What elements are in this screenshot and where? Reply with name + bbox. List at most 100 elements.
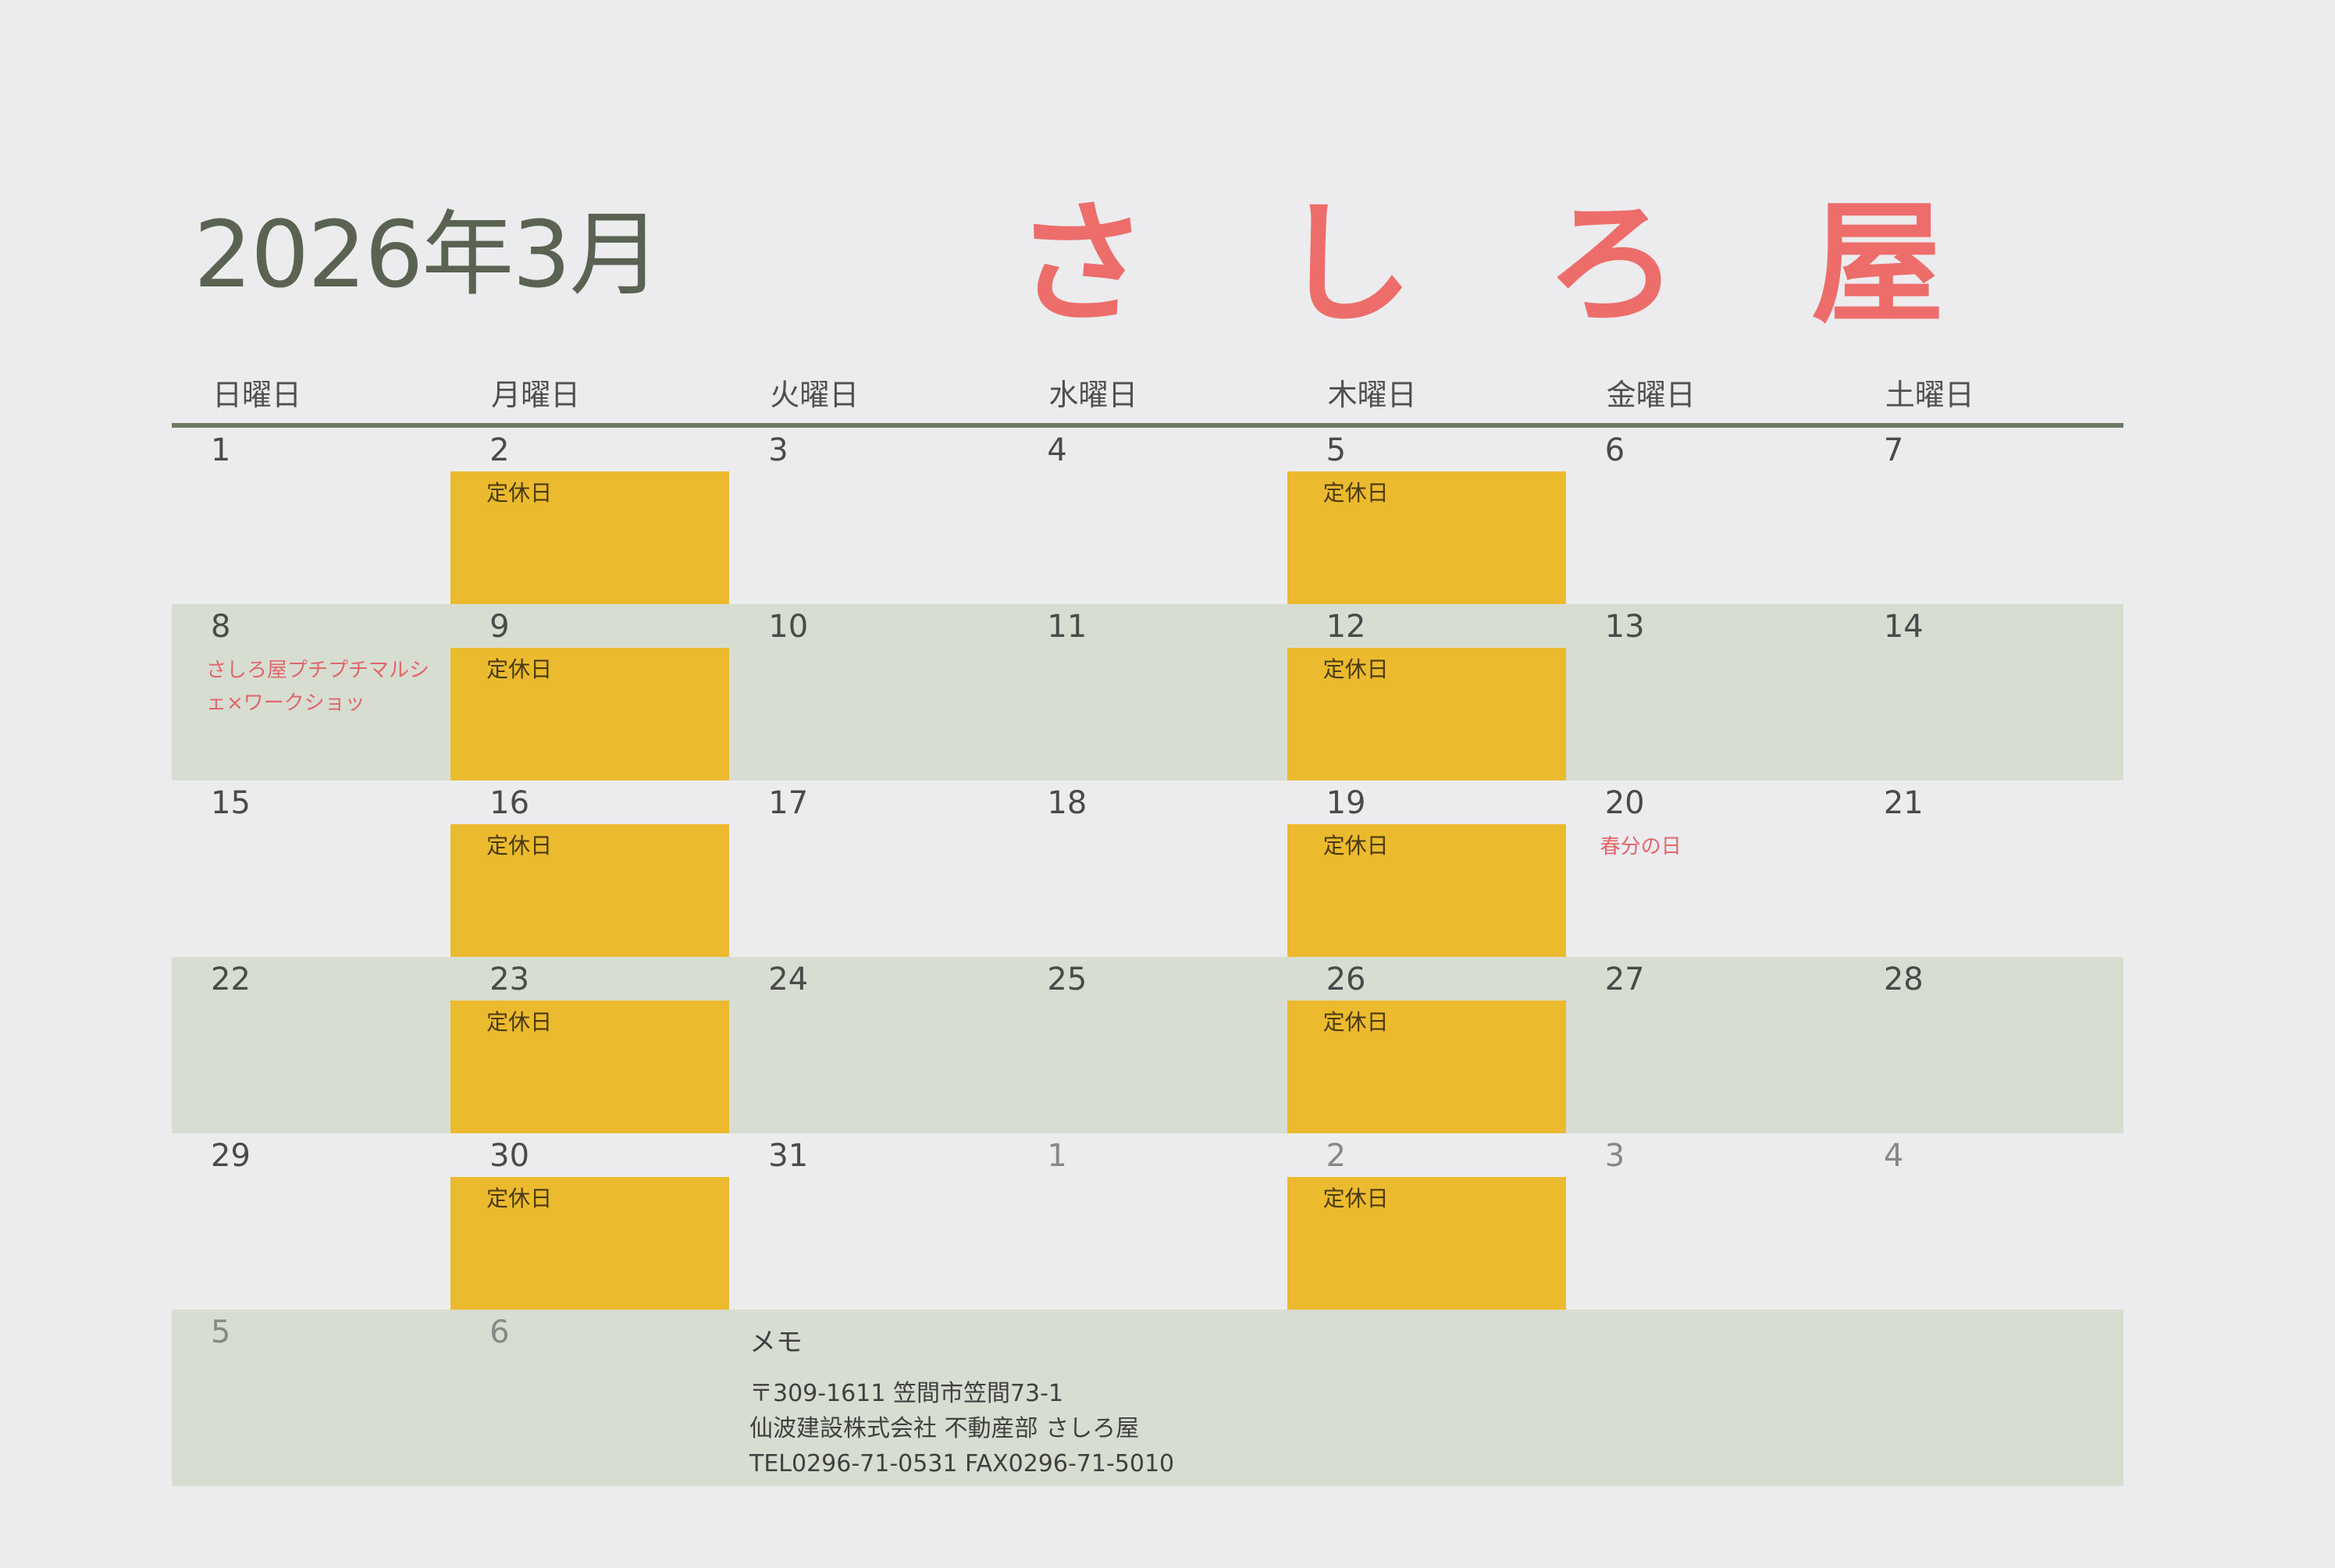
day-number: 6 [1604,432,1625,468]
day-number: 2 [489,432,510,468]
memo-line: 仙波建設株式会社 不動産部 さしろ屋 [749,1415,1140,1442]
day-cell: 1 [1008,1133,1287,1310]
day-number: 1 [1047,1138,1067,1174]
closed-day-block: 定休日 [1287,1177,1566,1310]
day-cell: 18 [1008,780,1287,957]
closed-label: 定休日 [486,1186,553,1211]
day-number: 6 [489,1314,510,1350]
day-cell: 10 [729,604,1008,780]
weekday-wed: 水曜日 [1048,378,1138,412]
day-cell: 定休日 19 [1287,780,1566,957]
day-number: 2 [1326,1138,1347,1174]
shop-logo: さ し ろ 屋 [1015,156,1944,348]
day-number: 24 [768,962,809,997]
day-cell [1566,1310,1845,1486]
day-number: 1 [211,432,231,468]
logo-char: し [1280,187,1414,342]
day-cell: 28 [1845,957,2123,1133]
day-number: 14 [1883,609,1924,645]
day-cell: 定休日 5 [1287,428,1566,604]
closed-label: 定休日 [486,833,553,859]
memo-line: 〒309-1611 笠間市笠間73-1 [749,1380,1064,1407]
closed-label: 定休日 [1322,480,1389,506]
day-number: 17 [768,785,809,821]
day-cell [1287,1310,1566,1486]
calendar-grid: 日曜日 月曜日 火曜日 水曜日 木曜日 金曜日 土曜日 1 定休日 2 3 4 定休日 5 6… [172,367,2123,1486]
day-number: 15 [211,785,251,821]
closed-day-block: 定休日 [450,648,730,780]
day-number: 27 [1604,962,1645,997]
day-cell: 3 [729,428,1008,604]
day-number: 28 [1883,962,1924,997]
day-number: 31 [768,1138,809,1174]
day-cell: 24 [729,957,1008,1133]
day-cell: 4 [1008,428,1287,604]
day-number: 13 [1604,609,1645,645]
day-number: 26 [1326,962,1366,997]
day-number: 9 [489,609,510,645]
day-cell: 6 [450,1310,729,1486]
event-label: 春分の日 [1600,835,1682,859]
logo-char: ろ [1546,187,1679,342]
day-cell: 22 [172,957,450,1133]
day-number: 10 [768,609,809,645]
day-cell: 13 [1566,604,1845,780]
logo-char: さ [1015,187,1148,342]
day-number: 3 [768,432,788,468]
closed-label: 定休日 [486,1009,553,1035]
day-number: 3 [1604,1138,1625,1174]
day-number: 19 [1326,785,1366,821]
closed-day-block: 定休日 [1287,1001,1566,1133]
closed-day-block: 定休日 [450,1177,730,1310]
day-cell: 20 春分の日 [1566,780,1845,957]
day-cell: 4 [1845,1133,2123,1310]
day-cell [1845,1310,2123,1486]
day-cell: 15 [172,780,450,957]
day-cell: 定休日 23 [450,957,730,1133]
memo-line: TEL0296-71-0531 FAX0296-71-5010 [749,1450,1175,1477]
day-cell: 21 [1845,780,2123,957]
week-row: 15 定休日 16 17 18 定休日 19 20 春分の日 21 [172,780,2123,957]
weekday-tue: 火曜日 [770,378,860,412]
day-number: 20 [1604,785,1645,821]
week-row: 29 定休日 30 31 1 定休日 2 3 4 [172,1133,2123,1310]
weekday-thu: 木曜日 [1327,378,1417,412]
day-cell: 25 [1008,957,1287,1133]
day-number: 16 [489,785,530,821]
week-row: 5 6 メモ 〒309-1611 笠間市笠間73-1 仙波建設株式会社 不動産部 さしろ… [172,1310,2123,1486]
weekday-header: 日曜日 月曜日 火曜日 水曜日 木曜日 金曜日 土曜日 [172,367,2123,428]
day-cell: 3 [1566,1133,1845,1310]
day-number: 21 [1883,785,1924,821]
weekday-sat: 土曜日 [1885,378,1974,412]
day-number: 5 [1326,432,1347,468]
day-number: 11 [1047,609,1087,645]
closed-day-block: 定休日 [1287,648,1566,780]
logo-char: 屋 [1811,187,1945,342]
day-number: 22 [211,962,251,997]
day-cell: 定休日 16 [450,780,730,957]
day-cell: 29 [172,1133,450,1310]
day-cell: 27 [1566,957,1845,1133]
day-number: 4 [1047,432,1067,468]
day-number: 29 [211,1138,251,1174]
day-number: 7 [1883,432,1904,468]
day-cell: 定休日 26 [1287,957,1566,1133]
closed-label: 定休日 [1322,656,1389,682]
week-row: 22 定休日 23 24 25 定休日 26 27 28 [172,957,2123,1133]
closed-day-block: 定休日 [1287,471,1566,604]
day-cell: 定休日 2 [1287,1133,1566,1310]
day-cell: 定休日 30 [450,1133,730,1310]
closed-day-block: 定休日 [450,1001,730,1133]
day-number: 8 [211,609,231,645]
day-number: 5 [211,1314,231,1350]
day-number: 4 [1883,1138,1904,1174]
day-cell: 11 [1008,604,1287,780]
closed-label: 定休日 [486,480,553,506]
day-cell: 1 [172,428,450,604]
day-cell: 8 さしろ屋プチプチマルシェ×ワークショッ [172,604,450,780]
day-cell: 31 [729,1133,1008,1310]
day-number: 30 [489,1138,530,1174]
closed-day-block: 定休日 [450,824,730,957]
closed-label: 定休日 [486,656,553,682]
day-cell: 定休日 2 [450,428,730,604]
